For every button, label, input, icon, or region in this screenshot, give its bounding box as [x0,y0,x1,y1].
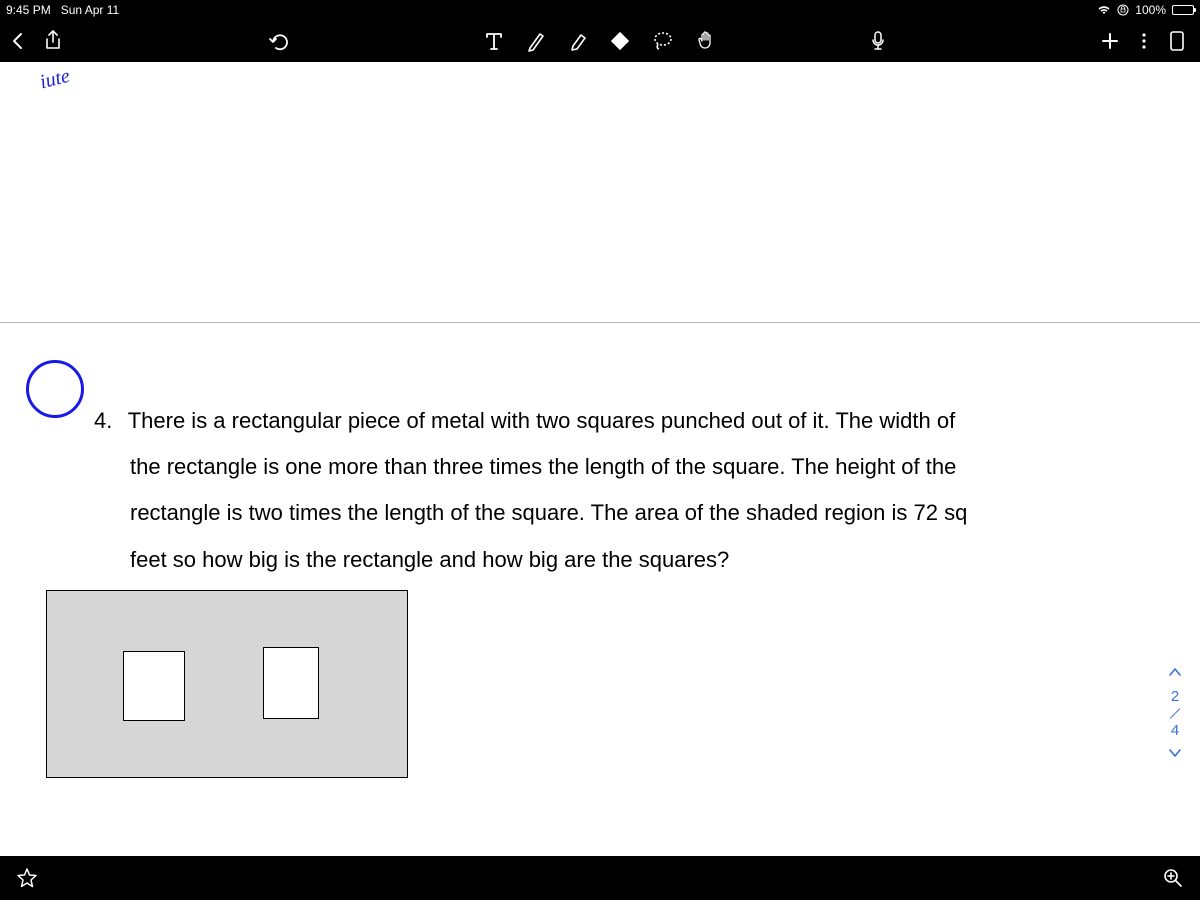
more-icon[interactable] [1140,31,1148,51]
eraser-icon[interactable] [610,31,630,51]
problem-line1: There is a rectangular piece of metal wi… [128,408,956,433]
page-navigator: 2 4 [1168,664,1182,763]
page-down-icon[interactable] [1168,745,1182,763]
page-separator [1170,708,1181,719]
status-date: Sun Apr 11 [61,3,120,17]
back-icon[interactable] [10,31,26,51]
status-time: 9:45 PM [6,3,51,17]
problem-line2: the rectangle is one more than three tim… [94,444,974,490]
page-divider [0,322,1200,323]
problem-number: 4. [94,398,122,444]
problem-line3: rectangle is two times the length of the… [94,490,974,536]
document-canvas[interactable]: iute 4. There is a rectangular piece of … [0,62,1200,900]
total-pages: 4 [1171,722,1179,739]
problem-line4: feet so how big is the rectangle and how… [94,537,974,583]
text-tool-icon[interactable] [484,30,504,52]
lasso-icon[interactable] [652,31,674,51]
page-up-icon[interactable] [1168,664,1182,682]
hand-icon[interactable] [696,30,716,52]
microphone-icon[interactable] [870,30,886,52]
battery-icon [1172,5,1194,15]
page-icon[interactable] [1168,30,1186,52]
handwriting-annotation: iute [38,65,73,95]
circle-annotation [26,360,84,418]
highlighter-icon[interactable] [568,30,588,52]
rectangle-diagram [46,590,408,778]
zoom-in-icon[interactable] [1162,867,1184,889]
square-hole-2 [263,647,319,719]
problem-text: 4. There is a rectangular piece of metal… [94,398,974,583]
star-icon[interactable] [16,867,38,889]
share-icon[interactable] [44,30,62,52]
app-toolbar [0,20,1200,62]
orientation-lock-icon [1117,4,1129,16]
square-hole-1 [123,651,185,721]
battery-percent: 100% [1135,3,1166,17]
current-page: 2 [1171,688,1179,705]
wifi-icon [1097,5,1111,15]
add-icon[interactable] [1100,31,1120,51]
undo-icon[interactable] [268,31,290,51]
status-bar: 9:45 PM Sun Apr 11 100% [0,0,1200,20]
pen-icon[interactable] [526,30,546,52]
bottom-toolbar [0,856,1200,900]
